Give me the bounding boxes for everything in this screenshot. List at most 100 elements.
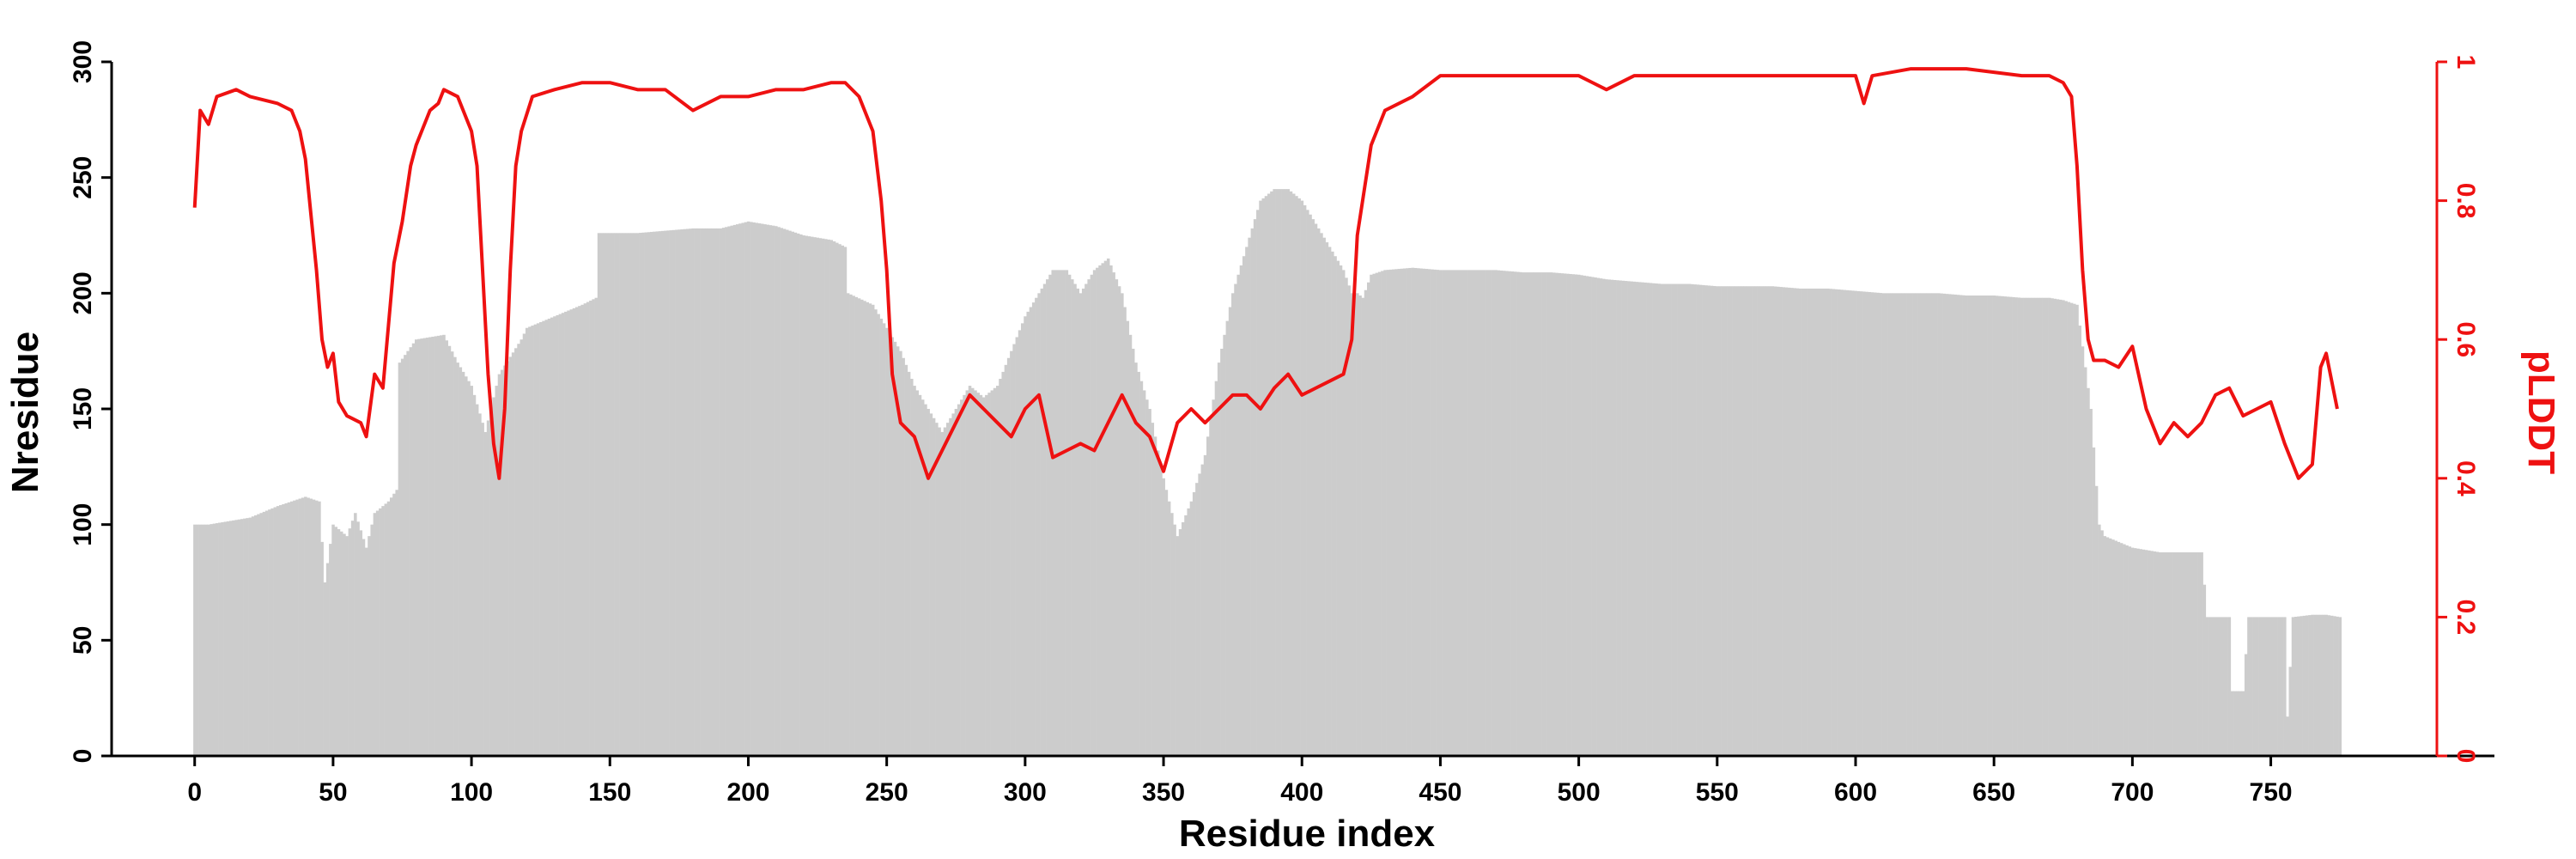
nresidue-bar <box>2244 654 2248 756</box>
nresidue-bar <box>2067 302 2071 756</box>
nresidue-bar <box>1358 295 1362 756</box>
x-tick-label: 50 <box>319 778 347 807</box>
nresidue-bar <box>660 230 665 756</box>
nresidue-bar <box>1419 268 1423 756</box>
nresidue-bar <box>567 310 570 756</box>
nresidue-bar <box>675 229 678 756</box>
nresidue-bar <box>1524 272 1528 757</box>
nresidue-bar <box>254 515 258 756</box>
nresidue-bar <box>1677 283 1680 756</box>
nresidue-bar <box>763 224 767 756</box>
nresidue-bar <box>2277 617 2281 756</box>
nresidue-bar <box>1422 268 1425 756</box>
nresidue-bar <box>1438 270 1443 756</box>
nresidue-bar <box>1998 295 2002 756</box>
nresidue-bar <box>757 222 762 756</box>
nresidue-bar <box>553 316 556 756</box>
nresidue-bar <box>465 376 468 756</box>
y-left-tick-label: 150 <box>69 387 97 430</box>
nresidue-bar <box>1228 307 1232 756</box>
nresidue-bar <box>1527 272 1531 757</box>
nresidue-bar <box>2153 551 2157 756</box>
nresidue-bar <box>755 222 759 757</box>
nresidue-bar <box>350 521 355 756</box>
nresidue-bar <box>1178 529 1182 756</box>
nresidue-bar <box>500 369 504 756</box>
nresidue-bar <box>1727 286 1730 756</box>
nresidue-bar <box>478 413 482 756</box>
nresidue-bar <box>1763 286 1766 756</box>
nresidue-bar <box>1345 277 1348 756</box>
nresidue-bar <box>1231 293 1235 757</box>
nresidue-bar <box>257 514 260 756</box>
nresidue-bar <box>1843 289 1847 756</box>
nresidue-bar <box>536 323 540 756</box>
nresidue-bar <box>1976 295 1979 756</box>
nresidue-bar <box>1560 273 1564 756</box>
nresidue-bar <box>1015 337 1019 756</box>
nresidue-bar <box>1320 233 1323 756</box>
nresidue-bar <box>1402 268 1406 756</box>
nresidue-bar <box>2214 617 2217 756</box>
nresidue-bar <box>1616 280 1619 756</box>
nresidue-bar <box>2230 691 2234 756</box>
x-tick-label: 150 <box>588 778 631 807</box>
nresidue-bar <box>2058 299 2063 756</box>
nresidue-bar <box>2186 551 2190 756</box>
nresidue-bar <box>1394 269 1398 756</box>
nresidue-bar <box>522 333 526 756</box>
nresidue-bar <box>586 302 590 756</box>
nresidue-bar <box>1121 293 1124 757</box>
nresidue-bar <box>226 521 230 756</box>
nresidue-bar <box>963 394 966 756</box>
nresidue-bar <box>1206 436 1210 756</box>
nresidue-bar <box>312 499 316 756</box>
nresidue-bar <box>201 524 205 756</box>
nresidue-bar <box>1840 289 1844 756</box>
nresidue-bar <box>605 233 609 756</box>
nresidue-bar <box>453 356 457 756</box>
nresidue-bar <box>924 404 927 756</box>
nresidue-bar <box>1173 524 1176 756</box>
x-tick-label: 250 <box>866 778 908 807</box>
nresidue-bar <box>1145 399 1149 756</box>
nresidue-bar <box>1314 223 1318 756</box>
nresidue-bar <box>1352 293 1357 757</box>
nresidue-bar <box>1336 260 1340 756</box>
nresidue-bar <box>392 493 396 756</box>
nresidue-bar <box>1926 293 1929 757</box>
x-tick-label: 500 <box>1558 778 1601 807</box>
nresidue-bar <box>725 227 728 756</box>
nresidue-bar <box>1029 307 1033 756</box>
nresidue-bar <box>1341 270 1346 756</box>
nresidue-bar <box>1702 284 1705 756</box>
nresidue-bar <box>329 544 332 756</box>
nresidue-bar <box>866 302 870 756</box>
nresidue-bar <box>669 230 673 756</box>
nresidue-bar <box>539 322 543 756</box>
nresidue-bar <box>531 326 534 756</box>
nresidue-bar <box>1364 289 1368 756</box>
nresidue-bar <box>1635 282 1639 756</box>
nresidue-bar <box>2064 301 2068 756</box>
nresidue-bar <box>1001 371 1005 756</box>
nresidue-bar <box>506 361 509 756</box>
nresidue-bar <box>415 339 418 756</box>
nresidue-bar <box>1281 189 1285 756</box>
x-tick-label: 700 <box>2111 778 2154 807</box>
nresidue-bar <box>1538 272 1542 757</box>
nresidue-bar <box>1092 270 1097 756</box>
nresidue-bar <box>375 510 380 756</box>
plddt-line <box>192 67 2339 480</box>
nresidue-bar <box>813 237 817 756</box>
nresidue-bar <box>2014 297 2018 756</box>
nresidue-bar <box>2161 551 2165 756</box>
nresidue-bar <box>404 355 407 756</box>
nresidue-bar <box>1798 288 1802 756</box>
nresidue-bar <box>658 231 662 756</box>
nresidue-bar <box>2039 297 2043 757</box>
nresidue-bar <box>2302 615 2306 756</box>
nresidue-bar <box>2200 551 2203 756</box>
nresidue-bar <box>1627 281 1631 757</box>
nresidue-bar <box>1408 267 1412 757</box>
